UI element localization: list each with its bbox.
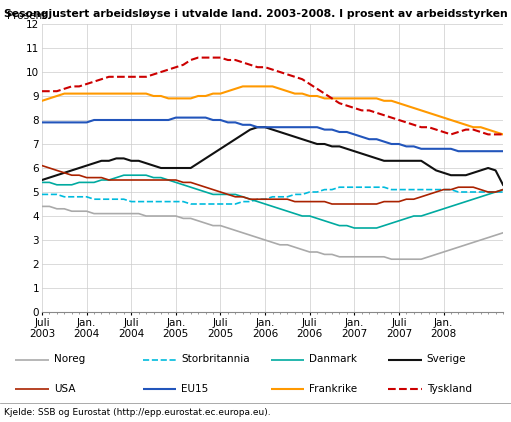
Text: USA: USA [54, 384, 75, 393]
Text: Sesongjustert arbeidsløyse i utvalde land. 2003-2008. I prosent av arbeidsstyrke: Sesongjustert arbeidsløyse i utvalde lan… [4, 8, 508, 19]
Text: Danmark: Danmark [309, 354, 357, 365]
Text: Noreg: Noreg [54, 354, 85, 365]
Text: Sverige: Sverige [427, 354, 466, 365]
Text: Storbritannia: Storbritannia [181, 354, 250, 365]
Text: Prosent: Prosent [8, 11, 47, 21]
Text: Tyskland: Tyskland [427, 384, 472, 393]
Text: Kjelde: SSB og Eurostat (http://epp.eurostat.ec.europa.eu).: Kjelde: SSB og Eurostat (http://epp.euro… [4, 408, 271, 417]
Text: EU15: EU15 [181, 384, 208, 393]
Text: Frankrike: Frankrike [309, 384, 357, 393]
